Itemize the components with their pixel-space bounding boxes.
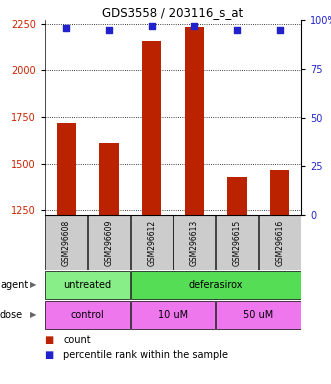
Bar: [45, 271, 130, 300]
Bar: [88, 215, 130, 270]
Text: 10 uM: 10 uM: [158, 310, 188, 320]
Text: percentile rank within the sample: percentile rank within the sample: [63, 349, 228, 359]
Text: deferasirox: deferasirox: [188, 280, 243, 290]
Title: GDS3558 / 203116_s_at: GDS3558 / 203116_s_at: [102, 6, 244, 19]
Bar: [57, 122, 76, 215]
Text: untreated: untreated: [64, 280, 112, 290]
Point: [149, 23, 154, 29]
Text: GSM296608: GSM296608: [62, 219, 71, 266]
Text: ▶: ▶: [30, 280, 36, 290]
Text: count: count: [63, 335, 91, 345]
Bar: [173, 215, 215, 270]
Text: GSM296616: GSM296616: [275, 219, 284, 266]
Text: ■: ■: [45, 349, 57, 359]
Bar: [142, 41, 161, 215]
Text: GSM296615: GSM296615: [232, 219, 242, 266]
Bar: [259, 215, 301, 270]
Point: [64, 25, 69, 31]
Bar: [270, 170, 289, 215]
Text: GSM296609: GSM296609: [105, 219, 114, 266]
Text: GSM296612: GSM296612: [147, 219, 156, 266]
Bar: [45, 301, 130, 329]
Point: [277, 26, 282, 33]
Point: [234, 26, 240, 33]
Bar: [227, 177, 247, 215]
Text: control: control: [71, 310, 105, 320]
Bar: [99, 143, 118, 215]
Bar: [216, 301, 301, 329]
Bar: [185, 28, 204, 215]
Text: agent: agent: [0, 280, 28, 290]
Text: ▶: ▶: [30, 311, 36, 319]
Bar: [131, 301, 215, 329]
Text: 50 uM: 50 uM: [243, 310, 273, 320]
Point: [106, 26, 112, 33]
Bar: [45, 215, 87, 270]
Bar: [216, 215, 258, 270]
Point: [192, 23, 197, 29]
Bar: [131, 271, 301, 300]
Text: GSM296613: GSM296613: [190, 219, 199, 266]
Text: ■: ■: [45, 335, 57, 345]
Bar: [131, 215, 172, 270]
Text: dose: dose: [0, 310, 23, 320]
